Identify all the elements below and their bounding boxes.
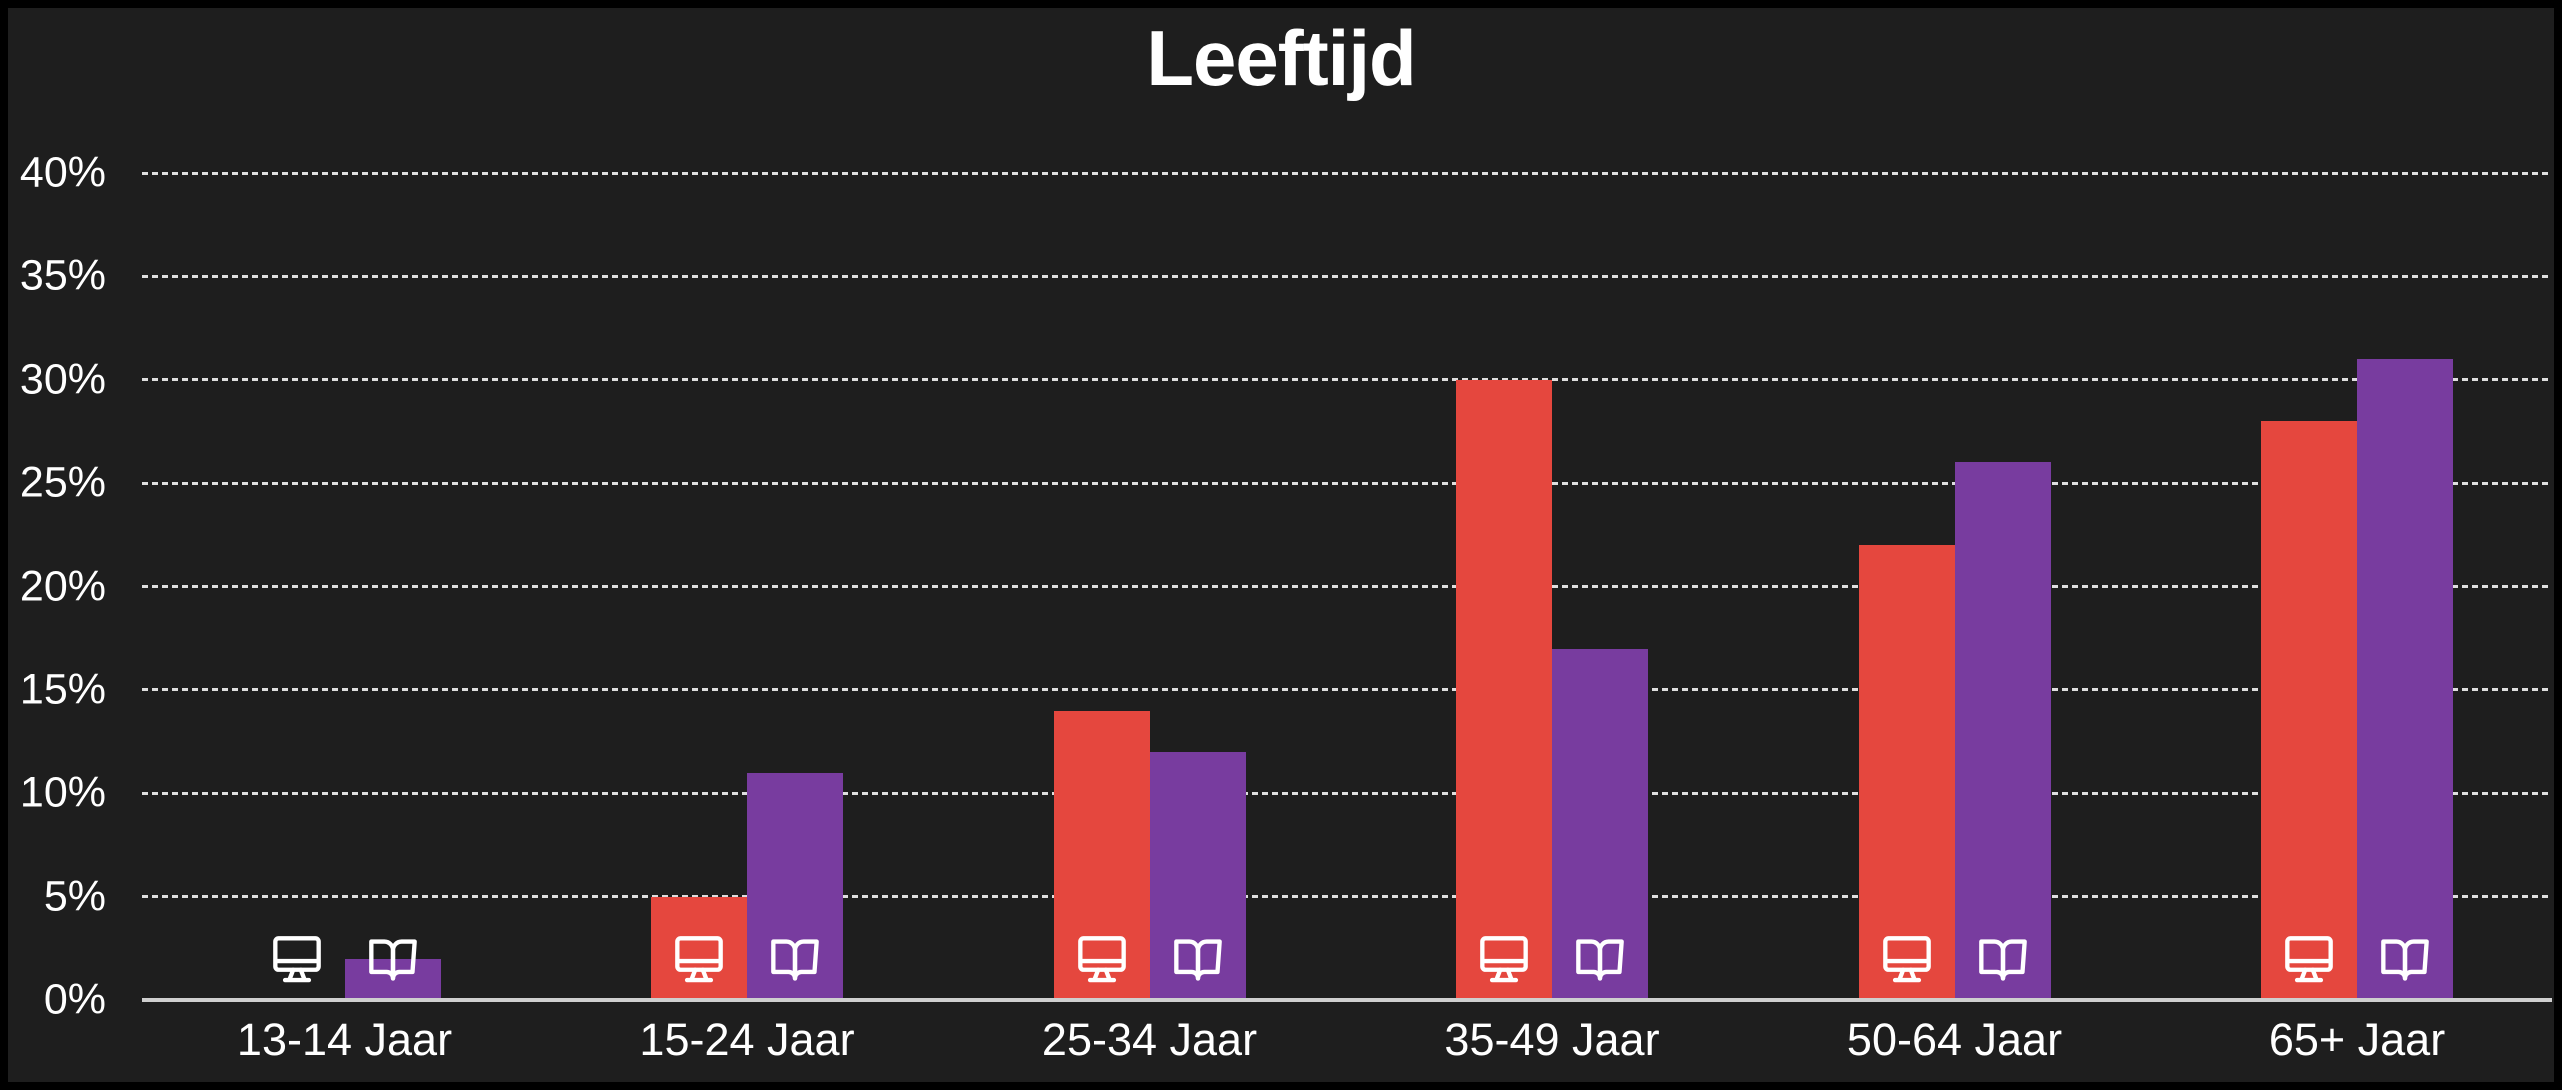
open-book-icon	[1172, 934, 1224, 982]
x-axis-category-label: 25-34 Jaar	[1041, 1014, 1258, 1065]
gridline-10%	[142, 791, 2552, 795]
gridline-40%	[142, 171, 2552, 175]
gridline-20%	[142, 585, 2552, 588]
open-book-icon	[367, 934, 419, 982]
bar-monitor	[1053, 710, 1150, 1000]
monitor-icon	[2283, 934, 2335, 983]
bar-monitor	[2261, 421, 2357, 1000]
x-axis-category-label: 13-14 Jaar	[236, 1014, 453, 1065]
x-axis-category-label: 15-24 Jaar	[639, 1014, 855, 1065]
open-book-icon	[769, 934, 821, 982]
x-axis-category-label: 50-64 Jaar	[1846, 1014, 2063, 1065]
bar-open-book	[2357, 359, 2453, 1000]
monitor-icon	[1881, 934, 1933, 983]
y-axis-tick-label: 35%	[19, 251, 106, 300]
y-axis-tick-label: 5%	[43, 872, 106, 921]
y-axis-tick-label: 10%	[19, 768, 106, 817]
monitor-icon	[673, 934, 725, 983]
monitor-icon	[1478, 934, 1530, 983]
y-axis-tick-label: 25%	[19, 458, 106, 507]
open-book-icon	[1977, 934, 2029, 982]
gridline-15%	[142, 688, 2552, 692]
gridline-25%	[142, 481, 2552, 485]
bar-monitor	[1456, 379, 1552, 1000]
monitor-icon	[1076, 934, 1128, 983]
open-book-icon	[1574, 934, 1626, 982]
x-axis-category-label: 35-49 Jaar	[1444, 1014, 1660, 1065]
y-axis-tick-label: 40%	[19, 148, 106, 197]
y-axis-tick-label: 0%	[43, 975, 106, 1024]
y-axis-tick-label: 15%	[19, 665, 106, 714]
y-axis-tick-label: 30%	[19, 355, 106, 404]
x-axis-category-label: 65+ Jaar	[2268, 1014, 2446, 1065]
gridline-30%	[142, 378, 2552, 382]
monitor-icon	[271, 934, 323, 983]
bar-monitor	[651, 896, 747, 1000]
bar-monitor	[1858, 545, 1955, 1000]
x-axis-line	[142, 998, 2552, 1002]
gridline-5%	[142, 895, 2552, 899]
bar-open-book	[1954, 462, 2051, 1000]
gridline-35%	[142, 274, 2552, 278]
bar-open-book	[1552, 648, 1648, 1000]
chart-title: Leeftijd	[1146, 14, 1416, 102]
y-axis-tick-label: 20%	[19, 562, 106, 610]
open-book-icon	[2379, 934, 2431, 982]
